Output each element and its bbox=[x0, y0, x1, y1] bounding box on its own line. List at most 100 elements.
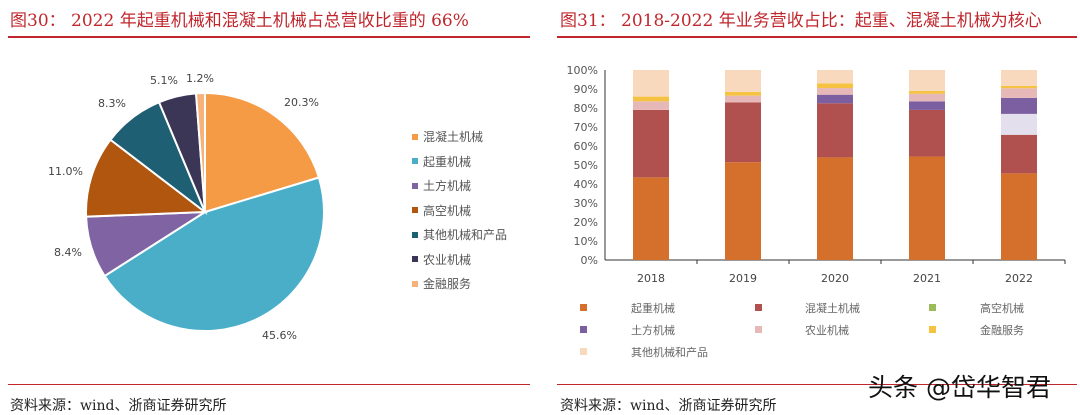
watermark: 头条 @岱华智君 bbox=[868, 373, 1051, 402]
right-footer-divider bbox=[557, 384, 1077, 385]
bar-legend-item: 金融服务 bbox=[980, 324, 1024, 337]
legend-swatch bbox=[412, 158, 418, 164]
legend-label: 金融服务 bbox=[423, 277, 472, 291]
bar-segment bbox=[909, 70, 945, 91]
legend-label: 农业机械 bbox=[423, 252, 472, 267]
legend-swatch bbox=[929, 326, 936, 333]
right-source-note: 资料来源：wind、浙商证券研究所 bbox=[560, 398, 777, 414]
pie-legend-item: 土方机械 bbox=[412, 177, 471, 194]
legend-swatch bbox=[412, 256, 418, 262]
stacked-bar-chart: 0% 10% 20% 30% 40% 50% 60% 70% 80% 90% 100% 2018 201… bbox=[567, 64, 1066, 285]
pie-legend-item: 起重机械 bbox=[412, 153, 471, 170]
y-tick-label: 50% bbox=[574, 159, 598, 172]
x-tick-label: 2020 bbox=[821, 272, 849, 285]
bar-segment bbox=[725, 162, 761, 260]
bar-segment bbox=[817, 70, 853, 84]
pie-chart bbox=[85, 91, 325, 332]
y-tick-label: 0% bbox=[581, 254, 598, 267]
y-tick-label: 100% bbox=[567, 64, 598, 77]
bar-legend-item: 农业机械 bbox=[805, 324, 849, 337]
bar-segment bbox=[1001, 88, 1037, 98]
x-tick-label: 2022 bbox=[1005, 272, 1033, 285]
x-tick-label: 2019 bbox=[729, 272, 757, 285]
left-footer-divider bbox=[8, 384, 530, 385]
bar-segment bbox=[633, 96, 669, 102]
bar-segment bbox=[909, 101, 945, 110]
bar-legend-item: 起重机械 bbox=[631, 302, 675, 315]
bar-segment bbox=[1001, 134, 1037, 174]
left-source-note: 资料来源：wind、浙商证券研究所 bbox=[10, 398, 227, 414]
pie-label: 8.3% bbox=[98, 97, 126, 110]
bar-segment bbox=[1001, 113, 1037, 135]
legend-label: 土方机械 bbox=[423, 179, 472, 193]
bar-legend-item: 土方机械 bbox=[631, 324, 675, 337]
x-tick-label: 2018 bbox=[637, 272, 665, 285]
legend-swatch bbox=[412, 280, 418, 287]
bar-segment bbox=[909, 93, 945, 102]
bar-segment bbox=[725, 70, 761, 92]
pie-label: 20.3% bbox=[284, 96, 319, 109]
bar-segment bbox=[633, 101, 669, 110]
legend-swatch bbox=[580, 304, 587, 311]
right-title-divider bbox=[557, 36, 1077, 38]
pie-slice bbox=[204, 91, 321, 214]
pie-slice bbox=[103, 176, 325, 332]
legend-swatch bbox=[412, 231, 418, 238]
legend-swatch bbox=[755, 304, 762, 311]
y-tick-label: 70% bbox=[574, 121, 598, 134]
left-title-divider bbox=[8, 36, 530, 38]
legend-swatch bbox=[929, 304, 936, 311]
pie-label: 1.2% bbox=[186, 72, 214, 85]
bar-segment bbox=[633, 70, 669, 97]
pie-legend-item: 金融服务 bbox=[412, 275, 471, 292]
bar-segment bbox=[817, 157, 853, 260]
legend-label: 其他机械和产品 bbox=[423, 228, 508, 242]
pie-label: 45.6% bbox=[262, 329, 297, 342]
legend-label: 高空机械 bbox=[423, 203, 472, 218]
pie-label: 11.0% bbox=[48, 165, 83, 178]
legend-swatch bbox=[412, 207, 418, 213]
pie-legend-item: 混凝土机械 bbox=[412, 128, 483, 145]
bar-segment bbox=[817, 88, 853, 95]
legend-swatch bbox=[412, 133, 418, 140]
bar-segment bbox=[817, 83, 853, 89]
bar-segment bbox=[909, 109, 945, 157]
y-tick-label: 10% bbox=[574, 235, 598, 248]
right-figure-title: 图31： 2018-2022 年业务营收占比：起重、混凝土机械为核心 bbox=[560, 11, 1042, 31]
pie-label: 8.4% bbox=[54, 246, 82, 259]
bar-segment bbox=[1001, 70, 1037, 86]
pie-legend-item: 其他机械和产品 bbox=[412, 226, 507, 243]
bar-segment bbox=[1001, 97, 1037, 114]
pie-slice bbox=[194, 91, 206, 213]
pie-legend-item: 农业机械 bbox=[412, 251, 471, 268]
y-tick-label: 80% bbox=[574, 102, 598, 115]
y-tick-label: 40% bbox=[574, 178, 598, 191]
legend-swatch bbox=[755, 326, 762, 333]
bar-legend-item: 其他机械和产品 bbox=[631, 346, 708, 359]
bar-segment bbox=[909, 90, 945, 94]
pie-label: 5.1% bbox=[150, 74, 178, 87]
legend-label: 起重机械 bbox=[423, 154, 472, 169]
y-tick-label: 90% bbox=[574, 83, 598, 96]
bar-segment bbox=[1001, 85, 1037, 89]
bar-legend-item: 高空机械 bbox=[980, 302, 1024, 315]
pie-slice bbox=[85, 138, 208, 218]
x-tick-label: 2021 bbox=[913, 272, 941, 285]
bar-segment bbox=[909, 156, 945, 260]
legend-swatch bbox=[412, 182, 418, 189]
bar-segment bbox=[633, 109, 669, 178]
bar-segment bbox=[1001, 173, 1037, 260]
bar-segment bbox=[817, 103, 853, 158]
legend-swatch bbox=[580, 326, 587, 333]
y-tick-label: 60% bbox=[574, 140, 598, 153]
bar-segment bbox=[725, 95, 761, 103]
bar-segment bbox=[817, 94, 853, 104]
bar-legend-item: 混凝土机械 bbox=[805, 302, 860, 315]
y-tick-label: 30% bbox=[574, 197, 598, 210]
legend-swatch bbox=[580, 348, 587, 355]
bar-segment bbox=[725, 91, 761, 96]
bar-segment bbox=[633, 177, 669, 260]
y-tick-label: 20% bbox=[574, 216, 598, 229]
left-figure-title: 图30： 2022 年起重机械和混凝土机械占总营收比重的 66% bbox=[10, 11, 469, 31]
